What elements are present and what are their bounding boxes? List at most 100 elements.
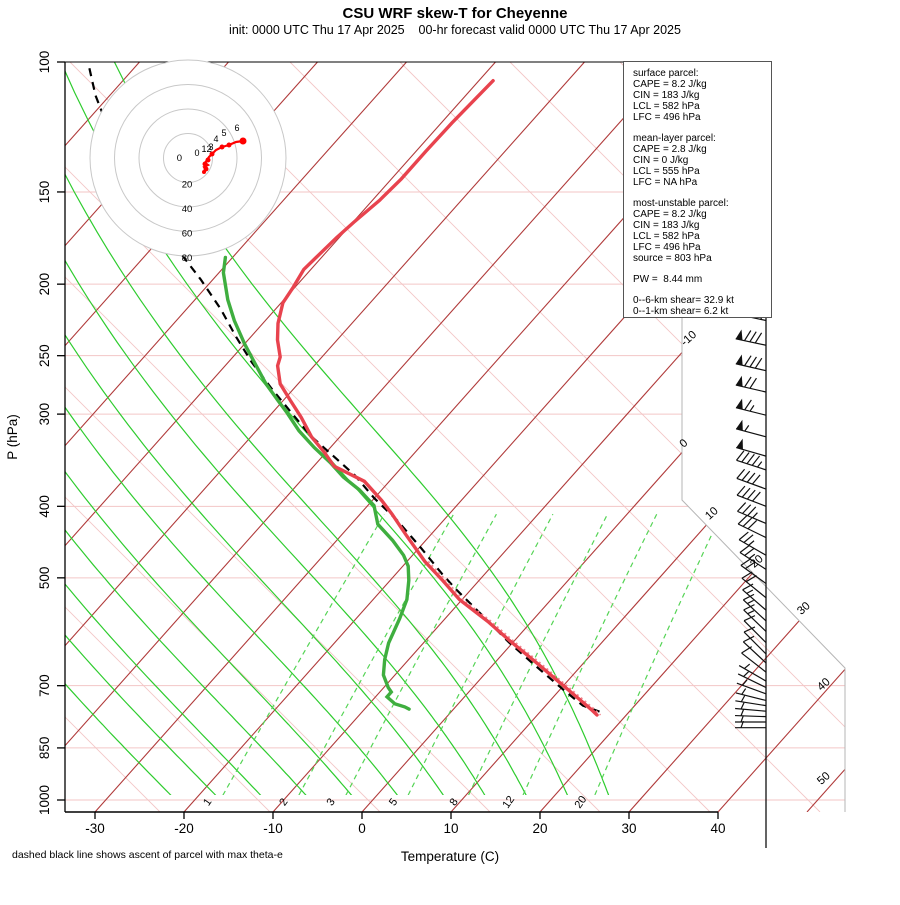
dewpoint-line [221, 255, 411, 711]
wind-barb [736, 450, 767, 471]
mixing-ratio-label: 3 [325, 796, 338, 808]
mixing-ratio-label: 2 [277, 796, 290, 808]
isotherm-line [272, 62, 845, 812]
wind-barb [743, 626, 767, 655]
mixing-ratio-line [464, 513, 609, 795]
info-line: PW = 8.44 mm [633, 274, 703, 285]
info-line: CAPE = 8.2 J/kg [633, 209, 707, 220]
y-tick-label: 300 [37, 403, 52, 426]
hodograph-center-label: 0 [177, 153, 182, 164]
x-tick-label: 10 [443, 821, 458, 836]
moist-adiabat-line [65, 62, 367, 795]
mixing-ratio-label: 8 [448, 796, 461, 808]
chart-subtitle: init: 0000 UTC Thu 17 Apr 2025 00-hr for… [229, 23, 681, 37]
info-line: LCL = 555 hPa [633, 166, 700, 177]
hodograph-height-label: 1 [201, 144, 206, 154]
hodograph-ring-label: 20 [182, 180, 193, 191]
wind-barb [742, 593, 767, 622]
wind-barb [741, 571, 767, 599]
isotherm-line [717, 62, 845, 812]
info-line: 0--6-km shear= 32.9 kt [633, 295, 734, 306]
info-section-gap [633, 264, 767, 274]
mixing-ratio-line [341, 513, 497, 795]
hodograph-trace-dot [239, 137, 247, 145]
hodograph-trace-dot [202, 161, 208, 167]
x-tick-label: -10 [263, 821, 283, 836]
info-line: CAPE = 2.8 J/kg [633, 144, 707, 155]
info-section-title: surface parcel: [633, 68, 699, 79]
hodograph-background [90, 60, 286, 256]
wind-barb [735, 419, 767, 438]
wind-barb [735, 398, 767, 416]
hodograph-height-label: 6 [234, 123, 239, 133]
mixing-ratio-label: 12 [500, 794, 517, 811]
hodograph-ring-label: 60 [182, 229, 193, 240]
y-tick-label: 700 [37, 674, 52, 697]
moist-adiabats-and-mixing-lines [65, 62, 722, 795]
info-line: LFC = NA hPa [633, 177, 698, 188]
isotherm-line [806, 62, 845, 812]
y-tick-label: 250 [37, 344, 52, 367]
dry-adiabat-line [65, 62, 381, 812]
wind-barb [742, 583, 767, 611]
wind-barb [740, 558, 767, 585]
info-line: CIN = 0 J/kg [633, 155, 689, 166]
x-tick-label: 40 [710, 821, 725, 836]
info-section-gap [633, 123, 767, 133]
hodograph-trace-dot [202, 170, 206, 174]
moist-adiabat-line [65, 62, 536, 795]
wind-barb [736, 468, 767, 490]
wind-barb [737, 502, 767, 525]
isotherm-label: 0 [678, 437, 691, 450]
wind-barb [735, 702, 767, 712]
hodograph-trace-dot [209, 151, 215, 157]
wind-barb [735, 720, 766, 729]
info-section-gap [633, 188, 767, 198]
wind-barb [735, 688, 767, 702]
moist-adiabat-line [113, 62, 616, 795]
x-tick-label: 20 [532, 821, 547, 836]
mixing-ratio-label: 1 [201, 796, 214, 808]
wind-barb [735, 715, 766, 723]
wind-barb [736, 679, 767, 695]
mixing-ratio-line [217, 513, 385, 795]
x-tick-label: 0 [358, 821, 366, 836]
moist-adiabat-line [65, 62, 456, 795]
info-line: LCL = 582 hPa [633, 231, 700, 242]
info-section-title: most-unstable parcel: [633, 198, 729, 209]
wind-barb [738, 531, 767, 556]
dry-adiabat-line [65, 62, 711, 812]
x-tick-label: -20 [174, 821, 194, 836]
isotherm-label: 50 [815, 770, 833, 787]
hodograph-ring-label: 40 [182, 204, 193, 215]
wind-barb [736, 438, 767, 457]
info-line: 0--1-km shear= 6.2 kt [633, 306, 729, 317]
hodograph-ring [89, 59, 287, 257]
hodograph-trace-dot [205, 157, 211, 163]
hodograph-trace-dot [226, 142, 232, 148]
dry-adiabat-line [839, 62, 845, 812]
y-tick-label: 500 [37, 567, 52, 590]
isotherm-line [65, 62, 674, 812]
info-line: LCL = 582 hPa [633, 101, 700, 112]
temperature-line [275, 78, 599, 717]
mixing-ratio-line [518, 513, 658, 795]
hodograph-ring-label: 80 [182, 253, 193, 264]
dry-adiabat-line [289, 62, 845, 812]
moist-adiabat-line [65, 62, 189, 795]
isotherm-label: 30 [795, 600, 813, 617]
moist-adiabat-line [65, 62, 496, 795]
wind-barb [735, 354, 767, 372]
wind-barb [736, 485, 767, 507]
isotherm-line [65, 62, 407, 812]
moist-adiabat-line [65, 62, 233, 795]
wind-barb [742, 635, 767, 664]
hodograph-height-label: 3 [208, 142, 213, 152]
y-tick-label: 850 [37, 737, 52, 760]
hodograph-ring [163, 133, 213, 183]
y-tick-label: 150 [37, 181, 52, 204]
y-tick-label: 100 [37, 51, 52, 74]
y-axis-label: P (hPa) [5, 414, 20, 460]
